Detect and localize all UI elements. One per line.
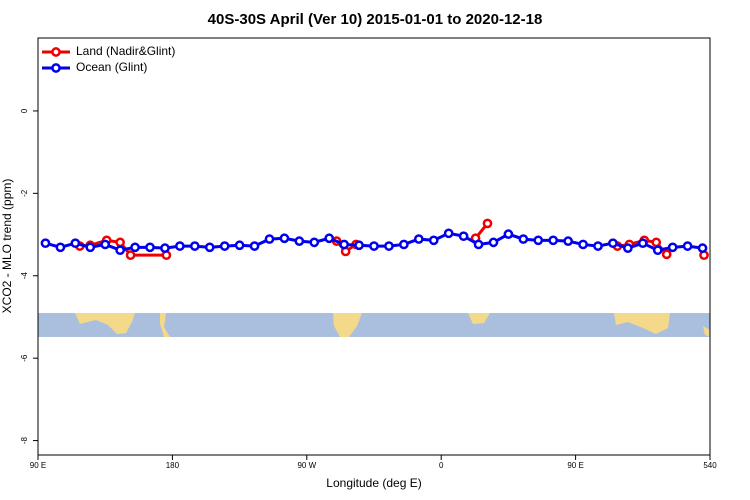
data-point xyxy=(482,218,493,229)
data-point xyxy=(428,235,439,246)
land-shape xyxy=(75,313,135,334)
data-point xyxy=(100,239,111,250)
land-shape xyxy=(614,313,670,334)
data-point xyxy=(309,237,320,248)
data-point xyxy=(697,243,708,253)
data-point xyxy=(125,250,136,261)
data-point xyxy=(518,234,529,244)
data-point xyxy=(85,242,96,253)
y-tick-label: -6 xyxy=(20,354,29,362)
x-tick-label: 90 E xyxy=(567,461,583,470)
data-point xyxy=(682,241,693,251)
y-tick-label: -2 xyxy=(20,189,29,197)
data-point xyxy=(652,245,663,256)
data-point xyxy=(70,238,81,249)
data-point xyxy=(623,243,633,253)
land-shape xyxy=(703,326,710,337)
x-tick-label: 180 xyxy=(166,461,180,470)
data-point xyxy=(651,237,662,248)
data-point xyxy=(55,242,66,253)
data-point xyxy=(413,234,424,244)
land-shape xyxy=(333,313,362,337)
data-point xyxy=(578,239,588,250)
data-point xyxy=(339,239,349,250)
data-point xyxy=(264,234,275,244)
x-tick-label: 540 xyxy=(703,461,717,470)
y-tick-label: -8 xyxy=(20,436,29,444)
legend-label: Ocean (Glint) xyxy=(76,60,147,74)
data-point xyxy=(488,237,499,248)
data-point xyxy=(661,249,672,260)
data-point xyxy=(189,241,200,251)
data-point xyxy=(175,241,185,251)
data-point xyxy=(294,236,305,246)
data-point xyxy=(145,242,155,253)
data-point xyxy=(115,237,125,248)
chart-title: 40S-30S April (Ver 10) 2015-01-01 to 202… xyxy=(208,11,543,28)
data-point xyxy=(548,235,559,246)
data-point xyxy=(160,243,170,253)
data-point xyxy=(234,240,245,251)
legend-swatch-marker xyxy=(51,47,61,57)
data-point xyxy=(563,236,573,246)
data-point xyxy=(369,241,379,251)
plot-frame xyxy=(37,37,711,456)
data-point xyxy=(279,233,290,244)
data-point xyxy=(593,241,603,251)
data-point xyxy=(115,245,125,256)
land-shape xyxy=(468,313,490,324)
data-point xyxy=(443,228,454,239)
x-tick-label: 90 E xyxy=(30,461,46,470)
data-point xyxy=(249,241,260,251)
land-shape xyxy=(160,313,170,337)
data-point xyxy=(130,242,140,253)
y-tick-label: -4 xyxy=(20,272,29,280)
data-point xyxy=(608,238,618,249)
data-point xyxy=(458,231,469,242)
ocean-strip xyxy=(38,313,710,337)
data-point xyxy=(473,239,484,250)
data-point xyxy=(637,238,648,249)
data-point xyxy=(204,242,215,253)
data-point xyxy=(354,240,364,251)
data-point xyxy=(324,233,335,244)
x-tick-label: 90 W xyxy=(297,461,316,470)
data-point xyxy=(533,235,544,246)
legend-label: Land (Nadir&Glint) xyxy=(76,44,175,58)
legend-swatch-marker xyxy=(51,63,61,73)
map-strip xyxy=(38,313,710,337)
data-point xyxy=(384,241,394,251)
x-axis-label: Longitude (deg E) xyxy=(326,476,421,490)
y-axis-label: XCO2 - MLO trend (ppm) xyxy=(0,179,14,314)
x-tick-label: 0 xyxy=(439,461,444,470)
data-point xyxy=(667,242,678,253)
data-point xyxy=(399,239,409,250)
data-point xyxy=(219,241,230,251)
data-point xyxy=(40,238,51,249)
y-tick-label: 0 xyxy=(20,108,29,113)
data-point xyxy=(503,229,514,239)
